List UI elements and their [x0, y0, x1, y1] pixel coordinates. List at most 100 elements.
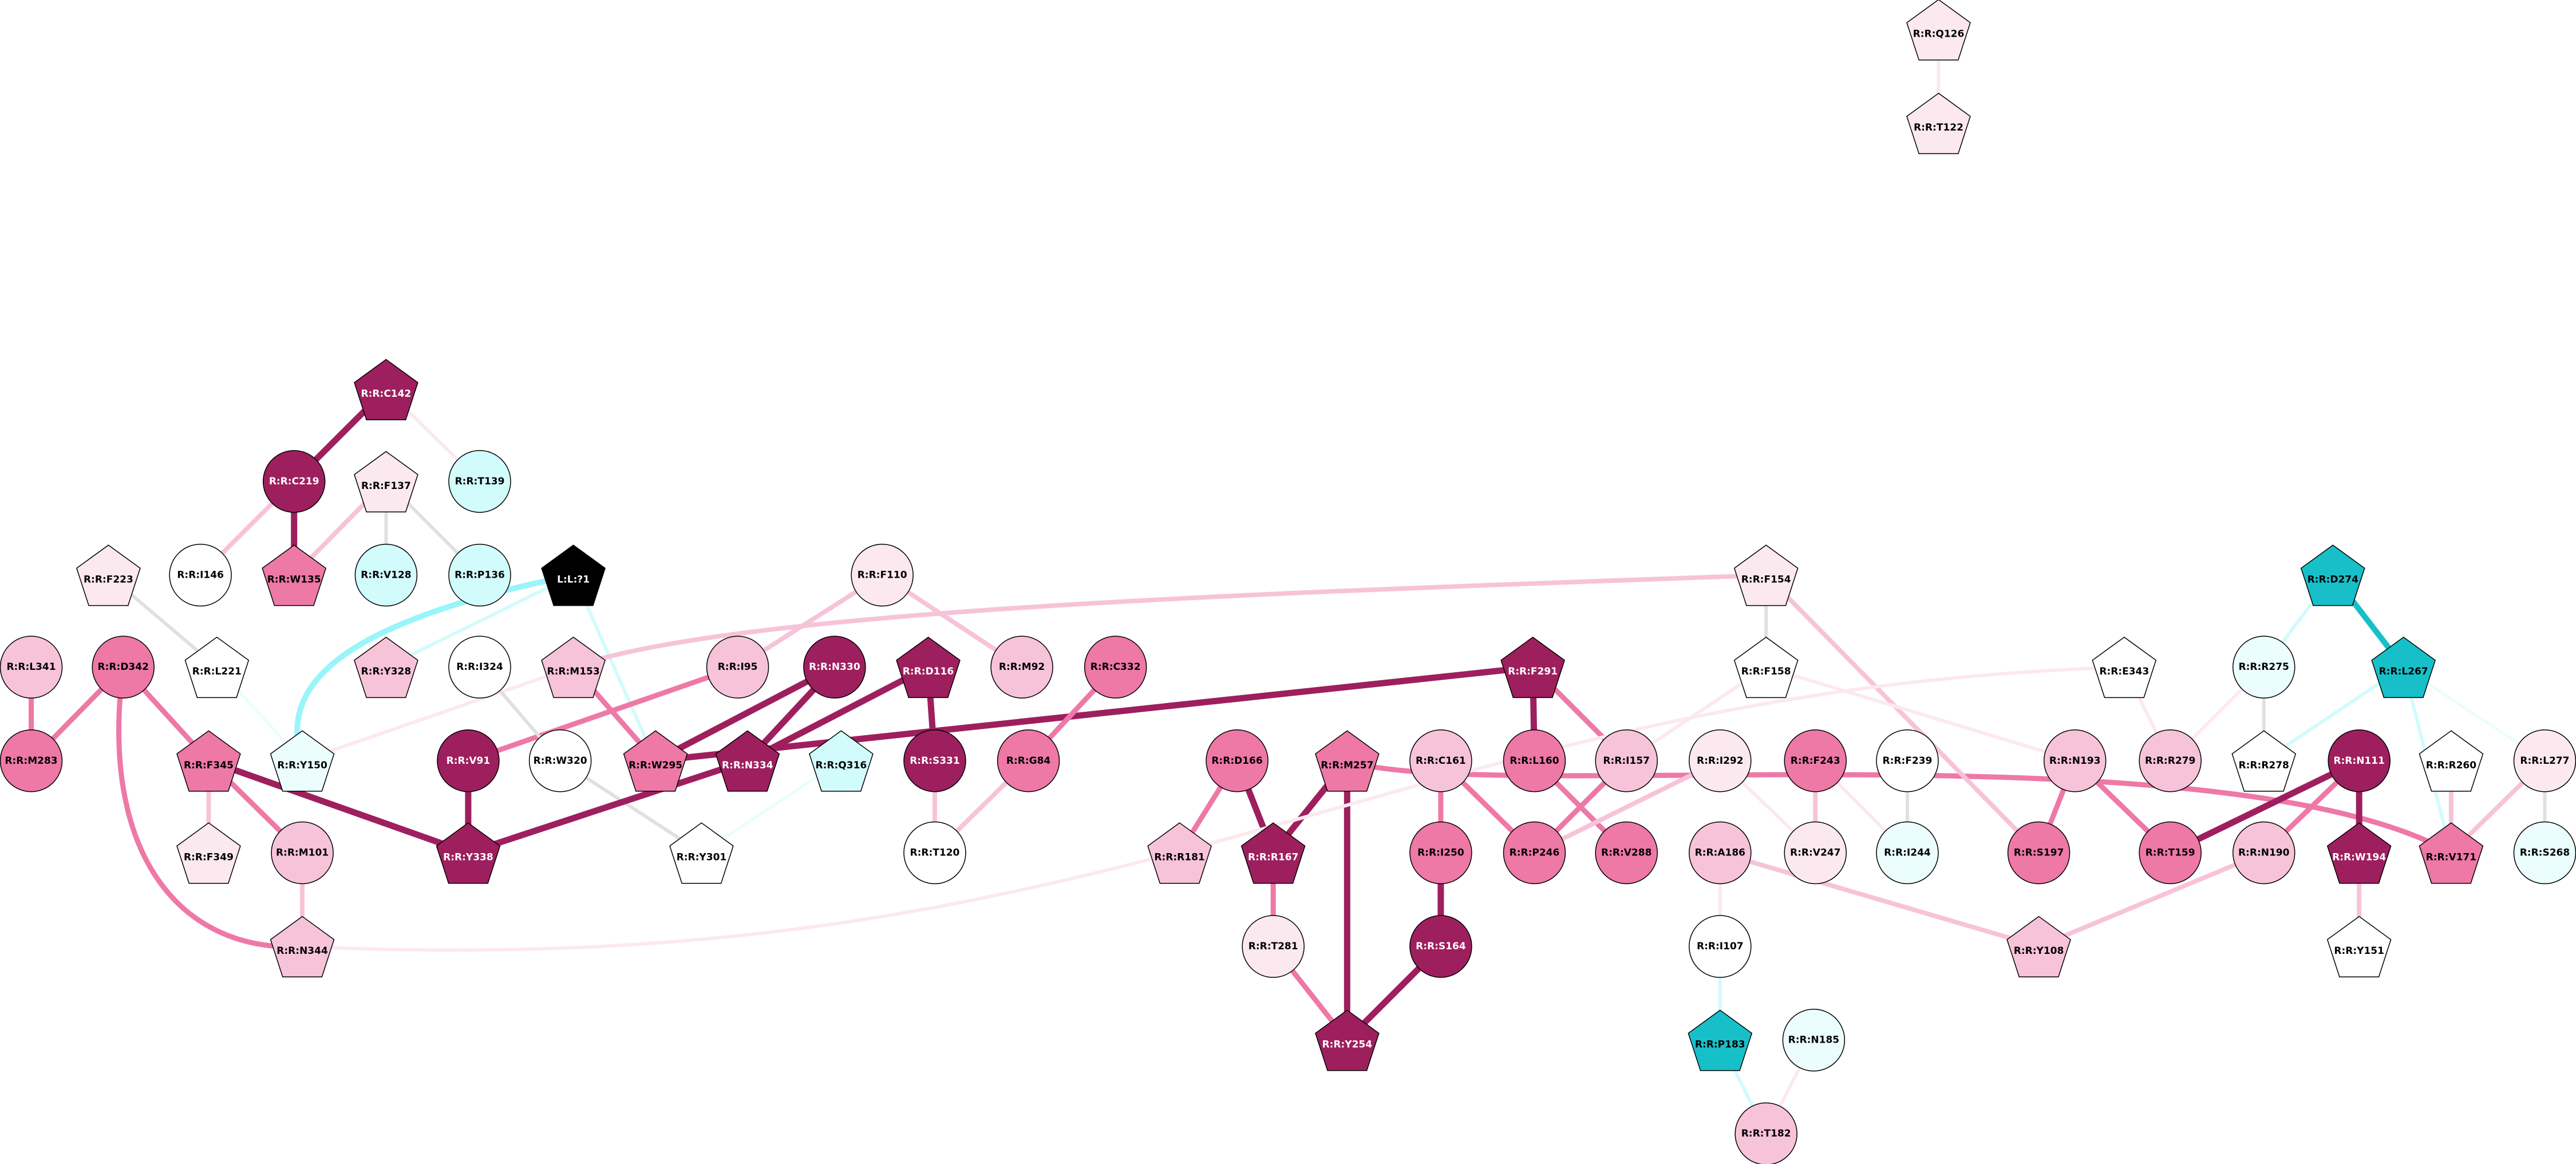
edge: [384, 573, 575, 669]
node: [262, 544, 327, 606]
edge: [294, 572, 576, 764]
node-label: R:R:L277: [2520, 755, 2569, 767]
node: [541, 636, 606, 699]
node-label: R:R:C142: [361, 388, 412, 400]
node: [176, 822, 241, 884]
node: [270, 730, 335, 792]
node-label: R:R:T122: [1914, 122, 1963, 133]
node: [669, 822, 734, 884]
node-label: R:R:F158: [1741, 666, 1791, 677]
node: [809, 730, 874, 792]
node-label: R:R:Q126: [1913, 29, 1965, 40]
node: [1595, 729, 1658, 792]
node: [1409, 729, 1472, 792]
edge: [1764, 665, 2077, 763]
node: [1784, 729, 1847, 792]
node: [1206, 729, 1269, 792]
node-label: R:R:Y150: [277, 760, 327, 771]
node-label: R:R:S164: [1416, 941, 1466, 952]
node: [1906, 92, 1971, 155]
node-label: R:R:N190: [2238, 847, 2290, 858]
node-label: R:R:Y254: [1322, 1039, 1373, 1051]
node: [2419, 730, 2484, 792]
node-label: R:R:I324: [456, 661, 503, 673]
node: [1242, 915, 1305, 978]
node-label: R:R:F239: [1883, 755, 1933, 767]
node: [1315, 730, 1380, 792]
node: [2139, 729, 2202, 792]
node-label: R:R:L160: [1510, 755, 1559, 767]
node: [270, 916, 335, 977]
edge: [301, 665, 575, 763]
node-label: R:R:C219: [269, 476, 319, 487]
node: [354, 543, 418, 607]
node-label: R:R:S268: [2520, 847, 2570, 858]
node: [2092, 636, 2157, 699]
node-label: R:R:V91: [447, 755, 491, 767]
node: [2328, 729, 2391, 792]
node: [1689, 915, 1752, 978]
node: [2232, 636, 2296, 699]
node: [903, 729, 966, 792]
node: [271, 821, 334, 885]
node-label: R:R:I292: [1697, 755, 1744, 767]
node: [354, 358, 418, 421]
node: [76, 544, 141, 606]
node: [2231, 730, 2297, 792]
node-label: R:R:L221: [192, 666, 242, 677]
node-label: R:R:Q316: [816, 760, 867, 771]
node: [92, 636, 155, 699]
node-label: R:R:Y328: [361, 666, 412, 677]
node-label: R:R:F345: [184, 760, 234, 771]
node: [2326, 916, 2392, 977]
node: [0, 729, 63, 792]
node-label: R:R:Y151: [2334, 945, 2384, 957]
node-label: R:R:D116: [903, 666, 954, 677]
node-label: R:R:T120: [910, 847, 960, 858]
node: [2326, 822, 2392, 884]
node-label: R:R:W194: [2332, 851, 2386, 863]
node: [623, 730, 688, 792]
node: [2513, 821, 2576, 885]
node-label: R:R:L341: [6, 661, 56, 673]
node: [1409, 821, 1472, 885]
node-label: R:R:Y301: [677, 851, 727, 863]
node-label: R:R:V171: [2426, 851, 2476, 863]
node-label: R:R:T281: [1249, 941, 1298, 952]
node: [2419, 822, 2484, 884]
node: [528, 729, 592, 792]
node-label: R:R:N111: [2333, 755, 2385, 767]
node-label: R:R:T139: [455, 476, 505, 487]
node: [1689, 729, 1752, 792]
node: [851, 543, 914, 607]
node: [1147, 822, 1212, 884]
node-label: R:R:R279: [2145, 755, 2195, 767]
node-label: R:R:N330: [809, 661, 860, 673]
node-label: R:R:G84: [1006, 755, 1051, 767]
node: [1688, 1009, 1753, 1071]
node-label: R:R:W320: [534, 755, 587, 767]
node: [1733, 636, 1799, 699]
node-label: R:R:C332: [1091, 661, 1141, 673]
node-label: R:R:V288: [1601, 847, 1652, 858]
node: [1084, 636, 1147, 699]
node: [1784, 821, 1847, 885]
edge: [2036, 850, 2266, 949]
node: [2371, 636, 2436, 699]
node: [1240, 822, 1306, 884]
node-label: R:R:N185: [1788, 1035, 1840, 1046]
edge: [301, 665, 2126, 952]
node-label: R:R:I107: [1697, 941, 1744, 952]
node-label: R:R:P246: [1510, 847, 1560, 858]
node-label: R:R:P136: [455, 569, 505, 581]
node-label: R:R:F154: [1741, 574, 1791, 585]
node-label: R:R:M283: [5, 755, 57, 767]
node-label: R:R:P183: [1695, 1039, 1745, 1051]
node-label: R:R:M257: [1321, 760, 1373, 771]
node-label: R:R:I146: [177, 569, 224, 581]
node-label: R:R:N193: [2049, 755, 2101, 767]
edge: [652, 664, 838, 764]
node: [0, 636, 63, 699]
node-label: R:R:R275: [2239, 661, 2289, 673]
